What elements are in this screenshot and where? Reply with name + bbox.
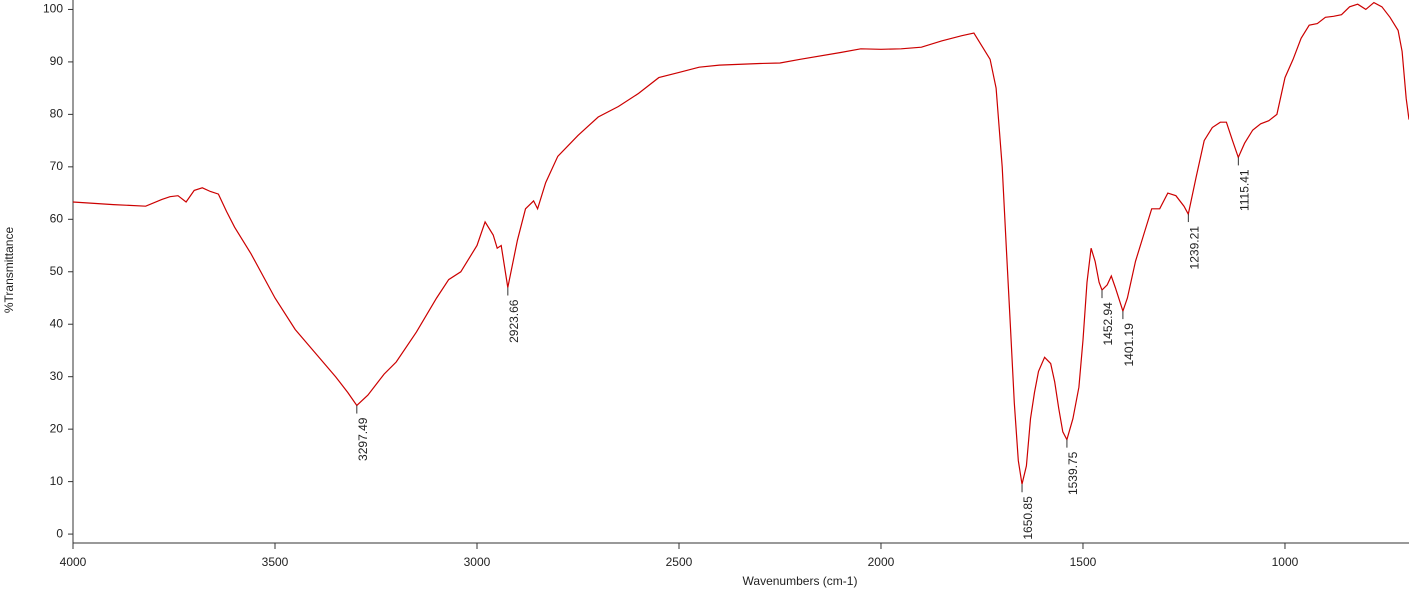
x-tick-label: 3500: [262, 555, 289, 569]
x-tick-label: 2000: [868, 555, 895, 569]
peak-label: 1452.94: [1101, 302, 1115, 346]
y-tick-label: 80: [50, 107, 64, 121]
x-tick-label: 2500: [666, 555, 693, 569]
y-tick-label: 60: [50, 211, 64, 225]
x-axis-title: Wavenumbers (cm-1): [743, 574, 858, 588]
y-tick-label: 50: [50, 264, 64, 278]
peak-label: 2923.66: [507, 299, 521, 343]
x-tick-label: 3000: [464, 555, 491, 569]
peak-label: 1401.19: [1122, 323, 1136, 367]
y-tick-label: 20: [50, 421, 64, 435]
x-tick-label: 1000: [1272, 555, 1299, 569]
y-tick-label: 70: [50, 159, 64, 173]
spectrum-line: [72, 1, 1409, 485]
y-tick-label: 0: [56, 526, 63, 540]
x-tick-label: 1500: [1070, 555, 1097, 569]
y-tick-label: 30: [50, 369, 64, 383]
peak-label: 1539.75: [1066, 451, 1080, 495]
y-tick-label: 10: [50, 474, 64, 488]
x-tick-label: 4000: [60, 555, 87, 569]
y-tick-label: 90: [50, 54, 64, 68]
peak-label: 3297.49: [356, 417, 370, 461]
y-tick-label: 100: [43, 2, 63, 16]
peak-label: 1239.21: [1188, 226, 1202, 270]
peak-label: 1650.85: [1021, 496, 1035, 540]
y-tick-label: 40: [50, 316, 64, 330]
peak-label: 1115.41: [1238, 169, 1252, 211]
y-axis-title: %Transmittance: [2, 227, 16, 314]
